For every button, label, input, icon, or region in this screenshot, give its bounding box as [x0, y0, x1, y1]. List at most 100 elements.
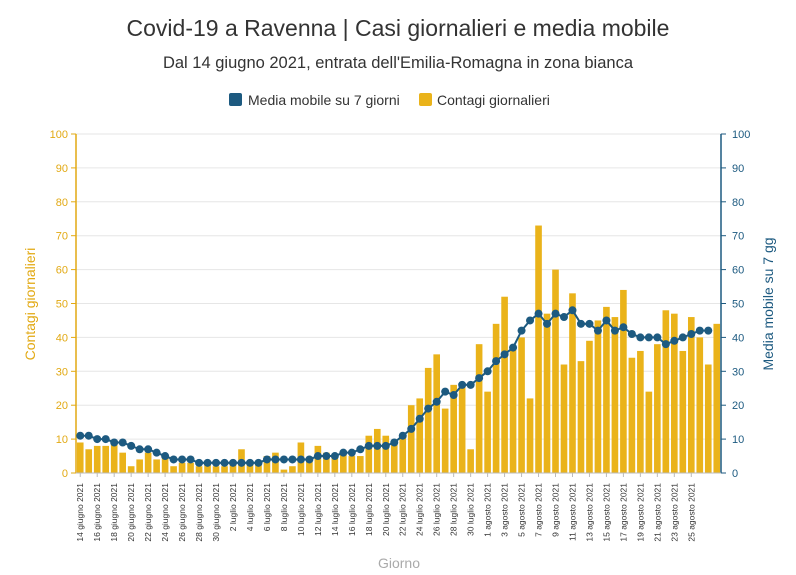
moving-average-point[interactable]	[695, 326, 704, 335]
moving-average-point[interactable]	[135, 445, 144, 454]
bar[interactable]	[594, 320, 602, 473]
moving-average-point[interactable]	[441, 387, 450, 396]
moving-average-point[interactable]	[509, 343, 518, 352]
moving-average-point[interactable]	[186, 455, 195, 464]
bar[interactable]	[289, 466, 296, 473]
bar[interactable]	[204, 462, 211, 473]
moving-average-point[interactable]	[500, 350, 509, 359]
bar[interactable]	[687, 317, 695, 473]
legend-item-line[interactable]: Media mobile su 7 giorni	[229, 92, 400, 108]
bar[interactable]	[407, 405, 415, 473]
bar[interactable]	[93, 445, 101, 473]
bar[interactable]	[696, 337, 704, 473]
bar[interactable]	[229, 462, 237, 473]
bar[interactable]	[713, 323, 721, 473]
moving-average-point[interactable]	[296, 455, 305, 464]
bar[interactable]	[645, 391, 653, 473]
bar[interactable]	[187, 462, 194, 473]
bar[interactable]	[603, 306, 610, 473]
moving-average-point[interactable]	[610, 326, 619, 335]
bar[interactable]	[424, 367, 432, 473]
moving-average-point[interactable]	[101, 435, 110, 444]
moving-average-point[interactable]	[110, 438, 119, 447]
bar[interactable]	[526, 398, 534, 473]
bar[interactable]	[255, 462, 262, 473]
moving-average-point[interactable]	[559, 313, 568, 322]
bar[interactable]	[144, 452, 152, 473]
bar[interactable]	[390, 442, 398, 473]
bar[interactable]	[671, 313, 678, 473]
moving-average-point[interactable]	[543, 319, 552, 328]
bar[interactable]	[356, 456, 364, 473]
bar[interactable]	[501, 296, 508, 473]
moving-average-point[interactable]	[407, 424, 416, 433]
moving-average-point[interactable]	[492, 357, 501, 366]
moving-average-point[interactable]	[144, 445, 153, 454]
moving-average-point[interactable]	[254, 458, 263, 467]
bar[interactable]	[637, 350, 644, 473]
bar[interactable]	[586, 340, 593, 473]
bar[interactable]	[433, 354, 441, 473]
moving-average-point[interactable]	[534, 309, 543, 318]
moving-average-point[interactable]	[195, 458, 204, 467]
moving-average-point[interactable]	[398, 431, 407, 440]
bar[interactable]	[458, 384, 466, 473]
moving-average-point[interactable]	[339, 448, 348, 457]
bar[interactable]	[373, 428, 381, 473]
bar[interactable]	[170, 466, 177, 473]
moving-average-point[interactable]	[245, 458, 254, 467]
bar[interactable]	[340, 452, 347, 473]
bar[interactable]	[518, 337, 525, 473]
bar[interactable]	[509, 347, 517, 473]
bar[interactable]	[450, 384, 457, 473]
bar[interactable]	[263, 456, 271, 473]
bar[interactable]	[280, 469, 288, 473]
moving-average-point[interactable]	[220, 458, 229, 467]
moving-average-point[interactable]	[76, 431, 85, 440]
moving-average-point[interactable]	[356, 445, 365, 454]
moving-average-point[interactable]	[271, 455, 280, 464]
bar[interactable]	[475, 344, 483, 473]
moving-average-point[interactable]	[619, 323, 628, 332]
moving-average-point[interactable]	[118, 438, 127, 447]
moving-average-point[interactable]	[593, 326, 602, 335]
bar[interactable]	[679, 350, 687, 473]
moving-average-point[interactable]	[483, 367, 492, 376]
moving-average-point[interactable]	[568, 306, 577, 315]
moving-average-point[interactable]	[237, 458, 246, 467]
moving-average-point[interactable]	[458, 380, 467, 389]
moving-average-point[interactable]	[526, 316, 535, 325]
bar[interactable]	[127, 466, 135, 473]
moving-average-point[interactable]	[373, 441, 382, 450]
bar[interactable]	[416, 398, 424, 473]
moving-average-point[interactable]	[432, 397, 441, 406]
bar[interactable]	[119, 452, 126, 473]
bar[interactable]	[323, 452, 330, 473]
bar[interactable]	[246, 462, 254, 473]
bar[interactable]	[560, 364, 568, 473]
bar[interactable]	[382, 435, 390, 473]
bar[interactable]	[467, 449, 474, 473]
moving-average-point[interactable]	[602, 316, 611, 325]
bar[interactable]	[535, 225, 542, 473]
bar[interactable]	[569, 293, 576, 473]
moving-average-point[interactable]	[517, 326, 526, 335]
moving-average-point[interactable]	[322, 452, 331, 461]
moving-average-point[interactable]	[212, 458, 221, 467]
bar[interactable]	[577, 361, 585, 473]
legend-item-bars[interactable]: Contagi giornalieri	[419, 92, 550, 108]
bar[interactable]	[161, 456, 169, 473]
bar[interactable]	[195, 466, 203, 473]
moving-average-point[interactable]	[424, 404, 433, 413]
moving-average-point[interactable]	[347, 448, 356, 457]
moving-average-point[interactable]	[551, 309, 560, 318]
moving-average-point[interactable]	[627, 330, 636, 339]
moving-average-point[interactable]	[585, 319, 594, 328]
bar[interactable]	[662, 310, 670, 473]
moving-average-point[interactable]	[229, 458, 238, 467]
moving-average-point[interactable]	[670, 336, 679, 345]
moving-average-point[interactable]	[678, 333, 687, 342]
moving-average-point[interactable]	[288, 455, 297, 464]
moving-average-point[interactable]	[305, 455, 314, 464]
moving-average-point[interactable]	[169, 455, 178, 464]
